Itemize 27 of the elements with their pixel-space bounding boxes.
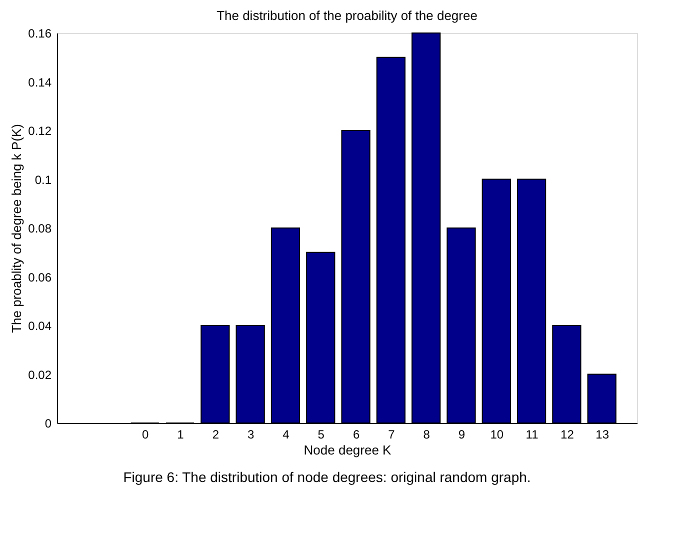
x-tick-label: 4 [282,428,290,442]
y-tick-label: 0.08 [28,222,52,236]
x-tick-label: 3 [247,428,254,442]
x-tick-label: 1 [177,428,184,442]
caption: Figure 6: The distribution of node degrees: original random graph. [123,469,531,485]
x-tick-label: 5 [318,428,325,442]
x-tick-label: 7 [388,428,396,442]
x-tick-label: 9 [458,428,466,442]
y-tick-label: 0 [44,416,52,430]
x-tick-label: 2 [212,428,220,442]
y-axis-title: The proablity of degree being k P(K) [9,124,24,333]
x-axis-title: Node degree K [304,442,392,458]
y-tick-label: 0.12 [28,124,52,138]
x-tick-label: 8 [423,428,430,442]
x-tick-label: 12 [560,428,574,442]
y-tick-label: 0.1 [34,172,52,187]
x-tick-label: 11 [526,428,539,442]
x-tick-label: 10 [490,428,504,442]
x-tick-label: 0 [142,428,150,442]
y-tick-label: 0.06 [28,270,52,284]
y-tick-label: 0.16 [28,26,52,40]
x-tick-label: 13 [596,428,610,442]
y-tick-label: 0.02 [28,368,52,382]
y-tick-label: 0.14 [28,75,52,90]
x-tick-label: 6 [352,428,360,442]
chart-title: The distribution of the proability of the degree [216,8,478,23]
y-tick-label: 0.04 [28,319,52,333]
